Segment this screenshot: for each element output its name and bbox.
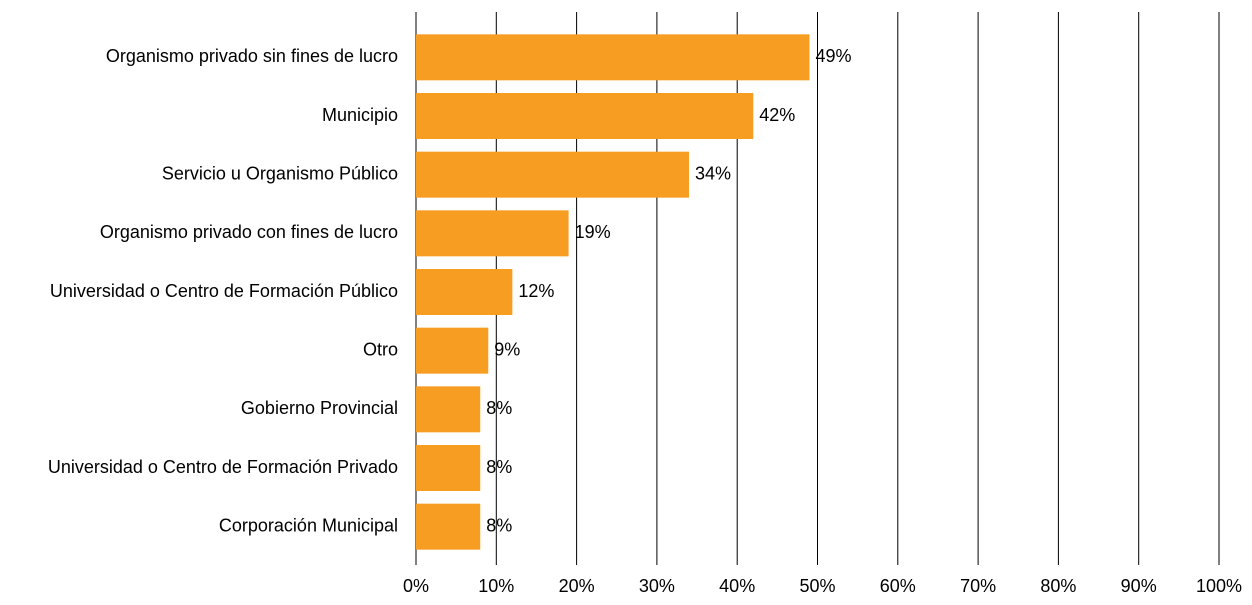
y-tick-label: Universidad o Centro de Formación Públic… xyxy=(50,281,398,301)
bar xyxy=(416,34,810,81)
bar xyxy=(416,269,513,315)
y-tick-label: Universidad o Centro de Formación Privad… xyxy=(48,457,398,477)
x-tick-label: 90% xyxy=(1121,576,1157,596)
y-tick-label: Corporación Municipal xyxy=(219,515,398,535)
bar xyxy=(416,327,489,374)
y-tick-label: Otro xyxy=(363,339,398,359)
data-label: 34% xyxy=(695,163,731,183)
data-label: 49% xyxy=(815,46,851,66)
bar xyxy=(416,93,754,139)
data-label: 19% xyxy=(575,222,611,242)
y-tick-label: Organismo privado con fines de lucro xyxy=(100,222,398,242)
bar xyxy=(416,445,481,491)
x-tick-label: 30% xyxy=(639,576,675,596)
data-label: 9% xyxy=(494,339,520,359)
data-label: 12% xyxy=(518,281,554,301)
data-label: 8% xyxy=(486,398,512,418)
bar xyxy=(416,386,481,433)
x-tick-label: 80% xyxy=(1040,576,1076,596)
x-tick-label: 0% xyxy=(403,576,429,596)
x-tick-label: 20% xyxy=(559,576,595,596)
x-tick-label: 10% xyxy=(478,576,514,596)
y-tick-label: Municipio xyxy=(322,105,398,125)
x-tick-label: 100% xyxy=(1196,576,1242,596)
bar xyxy=(416,503,481,550)
x-tick-label: 50% xyxy=(799,576,835,596)
x-tick-label: 70% xyxy=(960,576,996,596)
data-label: 8% xyxy=(486,515,512,535)
data-label: 42% xyxy=(759,105,795,125)
y-tick-label: Organismo privado sin fines de lucro xyxy=(106,46,398,66)
bar xyxy=(416,210,569,257)
bar xyxy=(416,151,690,198)
x-tick-label: 40% xyxy=(719,576,755,596)
y-tick-label: Gobierno Provincial xyxy=(241,398,398,418)
x-tick-label: 60% xyxy=(880,576,916,596)
y-tick-label: Servicio u Organismo Público xyxy=(162,163,398,183)
data-label: 8% xyxy=(486,457,512,477)
